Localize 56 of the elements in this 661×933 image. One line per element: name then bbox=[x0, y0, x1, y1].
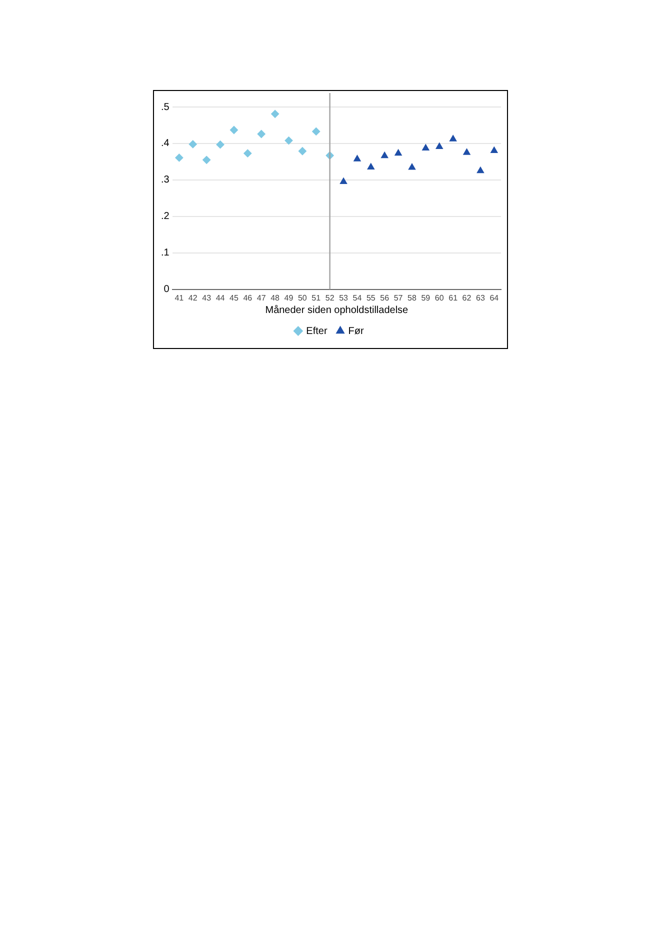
point bbox=[284, 136, 293, 145]
point bbox=[271, 110, 280, 118]
x-tick-label: 48 bbox=[270, 293, 280, 302]
point bbox=[230, 126, 238, 134]
point bbox=[188, 140, 197, 148]
point bbox=[476, 166, 484, 174]
y-tick-label: .1 bbox=[160, 248, 170, 259]
y-tick-label: .2 bbox=[160, 211, 170, 222]
x-tick-label: 61 bbox=[448, 293, 458, 302]
x-tick-label: 49 bbox=[284, 293, 294, 302]
x-tick-label: 47 bbox=[256, 293, 266, 302]
y-tick-label: .5 bbox=[160, 102, 170, 113]
point bbox=[244, 149, 252, 158]
point bbox=[381, 152, 388, 158]
point bbox=[298, 147, 306, 156]
x-tick-label: 44 bbox=[216, 293, 226, 302]
point bbox=[340, 178, 348, 184]
point bbox=[216, 140, 224, 149]
x-tick-label: 59 bbox=[421, 293, 431, 302]
x-axis-title: Måneder siden opholdstilladelse bbox=[265, 304, 409, 316]
x-tick-label: 62 bbox=[462, 293, 472, 302]
x-tick-label: 64 bbox=[490, 293, 500, 302]
x-tick-label: 63 bbox=[476, 293, 486, 302]
x-tick-label: 50 bbox=[298, 293, 308, 302]
legend-label: Efter bbox=[306, 326, 328, 337]
x-tick-label: 51 bbox=[312, 293, 322, 302]
point bbox=[312, 127, 320, 136]
x-tick-label: 57 bbox=[394, 293, 404, 302]
point bbox=[175, 154, 184, 162]
point bbox=[408, 164, 416, 170]
point bbox=[422, 144, 430, 150]
y-tick-label: .3 bbox=[160, 174, 170, 186]
x-tick-label: 43 bbox=[202, 293, 212, 302]
x-tick-label: 55 bbox=[366, 293, 376, 302]
point bbox=[354, 155, 361, 162]
x-tick-label: 45 bbox=[230, 293, 239, 302]
x-tick-label: 58 bbox=[408, 293, 417, 302]
point bbox=[202, 156, 211, 164]
point bbox=[367, 163, 374, 170]
x-tick-label: 46 bbox=[243, 293, 253, 302]
point bbox=[463, 148, 470, 155]
x-tick-label: 53 bbox=[339, 293, 349, 302]
x-tick-label: 54 bbox=[352, 293, 362, 302]
y-tick-label: .4 bbox=[160, 138, 170, 150]
point bbox=[450, 135, 457, 142]
x-tick-label: 41 bbox=[174, 293, 184, 302]
x-tick-label: 60 bbox=[434, 293, 444, 302]
legend-label: Før bbox=[348, 326, 364, 337]
point bbox=[436, 142, 443, 150]
x-tick-label: 52 bbox=[325, 293, 335, 302]
x-tick-label: 42 bbox=[188, 293, 198, 302]
point bbox=[257, 130, 266, 138]
y-tick-label: 0 bbox=[164, 284, 170, 296]
point bbox=[490, 146, 498, 154]
x-tick-label: 56 bbox=[380, 293, 390, 302]
point bbox=[394, 149, 402, 156]
